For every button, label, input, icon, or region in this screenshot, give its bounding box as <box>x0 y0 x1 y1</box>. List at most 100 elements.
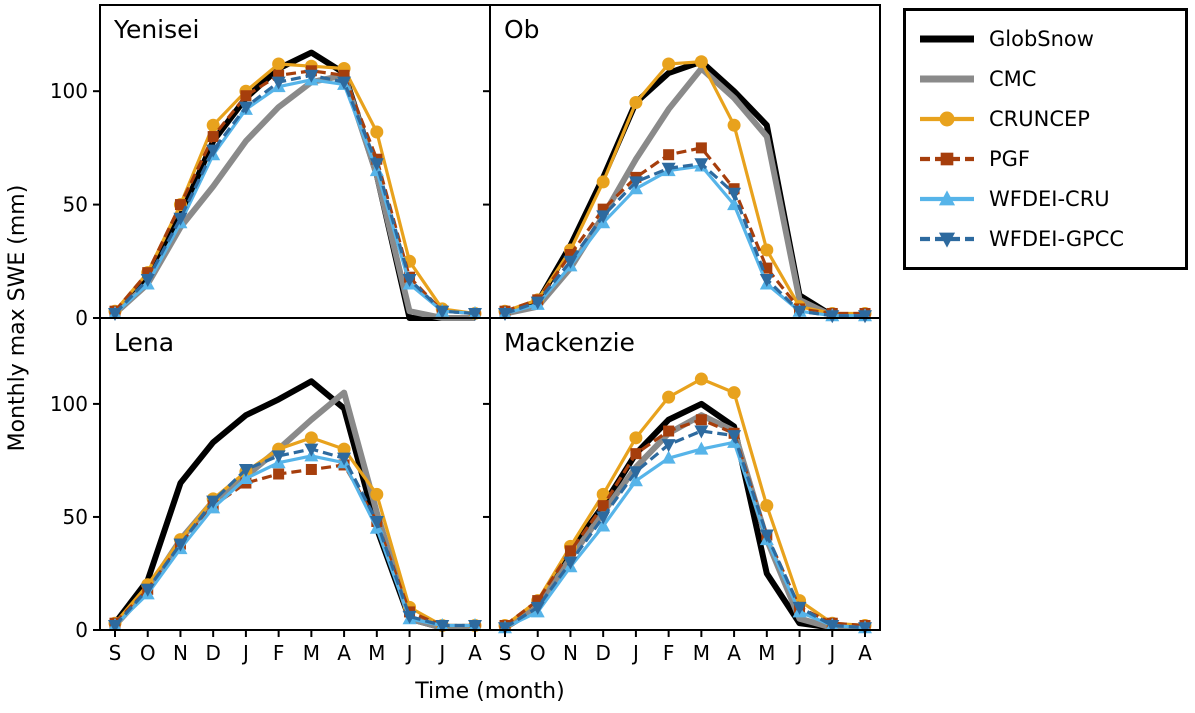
series-pgf <box>113 69 476 316</box>
x-tick-label: J <box>241 641 249 665</box>
marker-circle <box>596 487 610 501</box>
marker-square <box>564 545 576 557</box>
marker-triangle-up <box>596 518 611 532</box>
marker-triangle-down <box>530 296 545 310</box>
y-tick-label: 0 <box>75 618 88 642</box>
legend-label: GlobSnow <box>989 27 1094 51</box>
marker-triangle-down <box>498 307 512 321</box>
panel-title: Yenisei <box>113 15 199 44</box>
x-tick-label: A <box>858 641 872 665</box>
marker-square <box>142 267 154 279</box>
marker-triangle-down <box>628 466 643 480</box>
x-tick-label: J <box>827 641 835 665</box>
marker-circle <box>370 125 384 139</box>
marker-circle <box>727 386 741 400</box>
marker-triangle-down <box>563 556 578 570</box>
marker-triangle-down <box>727 187 742 201</box>
marker-square <box>174 199 186 211</box>
marker-triangle-down <box>792 601 807 615</box>
marker-triangle-down <box>858 622 872 636</box>
legend-sample-cruncep-icon <box>920 111 974 127</box>
x-tick-label: N <box>173 641 188 665</box>
legend-item-wfdei-gpcc: WFDEI-GPCC <box>918 219 1173 259</box>
series-wfdei-gpcc <box>504 162 865 318</box>
series-pgf <box>504 418 866 628</box>
series-wfdei-cru <box>504 440 866 630</box>
legend-sample-cmc-icon <box>920 75 974 83</box>
panel-border <box>489 317 881 631</box>
marker-square <box>597 500 609 512</box>
marker-triangle-down <box>468 307 482 321</box>
marker-square <box>695 414 707 426</box>
marker-triangle-down <box>563 255 578 269</box>
x-tick-label: M <box>758 641 775 665</box>
x-axis-label: Time (month) <box>414 679 564 704</box>
marker-triangle-down <box>825 619 840 633</box>
marker-triangle-down <box>173 212 188 226</box>
marker-triangle-down <box>858 310 872 324</box>
panel-title: Mackenzie <box>504 328 635 357</box>
marker-square <box>663 149 675 161</box>
legend-item-cmc: CMC <box>918 59 1173 99</box>
marker-triangle-down <box>661 162 676 176</box>
marker-circle <box>629 96 643 110</box>
marker-circle <box>694 372 708 386</box>
marker-triangle-down <box>435 619 450 633</box>
marker-circle <box>370 487 384 501</box>
x-tick-label: F <box>273 641 285 665</box>
y-tick-label: 0 <box>75 306 88 330</box>
marker-circle <box>694 55 708 69</box>
marker-circle <box>662 390 676 404</box>
marker-triangle-down <box>727 430 742 444</box>
marker-triangle-down <box>938 232 956 248</box>
legend-sample-globsnow-icon <box>920 35 974 43</box>
legend-label: WFDEI-GPCC <box>989 227 1125 251</box>
y-tick-label: 100 <box>50 79 88 103</box>
marker-triangle-down <box>628 176 643 190</box>
series-cruncep <box>113 436 475 628</box>
marker-triangle-down <box>206 144 221 158</box>
marker-triangle-down <box>402 610 417 624</box>
marker-triangle-down <box>140 583 155 597</box>
x-tick-label: J <box>437 641 445 665</box>
y-tick-label: 100 <box>50 392 88 416</box>
marker-triangle-down <box>304 443 319 457</box>
marker-triangle-down <box>238 463 253 477</box>
x-tick-label: O <box>530 641 546 665</box>
series-globsnow <box>112 378 475 631</box>
marker-triangle-up <box>238 471 253 485</box>
marker-triangle-down <box>304 69 319 83</box>
marker-square <box>532 595 544 607</box>
marker-square <box>273 468 285 480</box>
x-tick-label: J <box>631 641 639 665</box>
x-tick-label: J <box>795 641 803 665</box>
marker-circle <box>760 243 774 257</box>
legend-item-globsnow: GlobSnow <box>918 19 1173 59</box>
marker-triangle-down <box>661 439 676 453</box>
panel-yenisei: 0 50 100 Yenisei <box>50 4 491 330</box>
marker-triangle-down <box>140 273 155 287</box>
marker-triangle-down <box>596 210 611 224</box>
x-tick-label: A <box>468 641 482 665</box>
series-globsnow <box>503 400 865 631</box>
series-wfdei-gpcc <box>113 447 475 628</box>
marker-triangle-down <box>238 101 253 115</box>
marker-triangle-down <box>596 511 611 525</box>
marker-triangle-down <box>369 158 384 172</box>
legend-sample-pgf-icon <box>920 152 974 166</box>
y-tick-label: 50 <box>63 193 88 217</box>
series-pgf <box>113 463 475 628</box>
legend-label: WFDEI-CRU <box>989 187 1110 211</box>
marker-triangle-down <box>271 450 286 464</box>
x-tick-label: A <box>337 641 351 665</box>
marker-square <box>305 463 317 475</box>
panel-ob: Ob <box>483 4 881 324</box>
legend-item-cruncep: CRUNCEP <box>918 99 1173 139</box>
legend: GlobSnow CMC CRUNCEP PGF WFDEI-CRU WFDEI-GPCC <box>903 8 1188 270</box>
panel-border <box>489 4 881 319</box>
marker-circle <box>939 111 955 127</box>
